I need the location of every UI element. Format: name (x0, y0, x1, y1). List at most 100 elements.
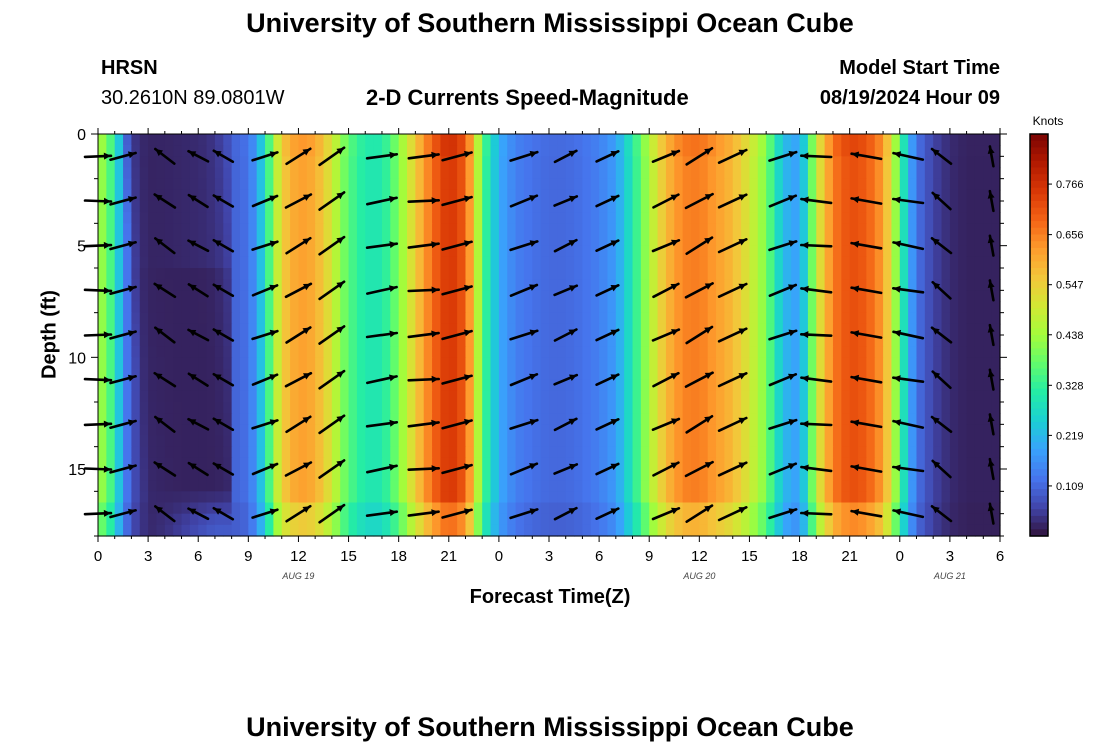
heatmap-cell (849, 390, 859, 403)
heatmap-cell (632, 234, 642, 247)
heatmap-cell (398, 256, 408, 269)
heatmap-cell (574, 435, 584, 448)
heatmap-cell (883, 435, 893, 448)
heatmap-cell (590, 480, 600, 492)
heatmap-cell (657, 424, 667, 437)
heatmap-cell (223, 435, 233, 448)
heatmap-cell (465, 390, 475, 403)
heatmap-cell (632, 290, 642, 303)
heatmap-cell (423, 424, 433, 437)
heatmap-cell (632, 279, 642, 291)
heatmap-cell (231, 156, 241, 169)
heatmap-cell (256, 145, 266, 157)
heatmap-cell (557, 335, 567, 347)
current-arrow (509, 240, 539, 252)
heatmap-cell (189, 424, 199, 437)
heatmap-cell (983, 201, 993, 213)
heatmap-cell (507, 178, 517, 191)
heatmap-cell (164, 178, 174, 191)
heatmap-cell (139, 145, 149, 157)
heatmap-cell (515, 323, 525, 336)
heatmap-cell (248, 402, 258, 414)
heatmap-cell (490, 301, 500, 314)
heatmap-cell (690, 413, 700, 425)
heatmap-cell (248, 424, 258, 437)
current-arrow (318, 369, 346, 390)
heatmap-cell (974, 167, 984, 180)
heatmap-cell (515, 223, 525, 236)
heatmap-cell (916, 156, 926, 169)
heatmap-cell (532, 201, 542, 213)
heatmap-cell (256, 413, 266, 425)
heatmap-cell (189, 245, 199, 258)
heatmap-cell (98, 457, 107, 470)
heatmap-cell (448, 145, 458, 157)
heatmap-cell (448, 178, 458, 191)
arrow-head (464, 284, 472, 292)
heatmap-cell (189, 379, 199, 392)
heatmap-cell (824, 513, 834, 526)
heatmap-cell (465, 234, 475, 247)
heatmap-cell (457, 402, 467, 414)
heatmap-cell (949, 312, 959, 325)
heatmap-cell (340, 446, 350, 459)
heatmap-cell (941, 290, 951, 303)
heatmap-cell (239, 413, 249, 425)
heatmap-cell (415, 413, 425, 425)
heatmap-cell (599, 245, 609, 258)
heatmap-cell (607, 402, 617, 414)
heatmap-cell (298, 491, 308, 504)
heatmap-cell (849, 301, 859, 314)
heatmap-cell (365, 201, 375, 213)
heatmap-cell (557, 301, 567, 314)
heatmap-cell (816, 402, 826, 414)
heatmap-cell (966, 290, 976, 303)
heatmap-cell (749, 379, 759, 392)
heatmap-cell (356, 379, 366, 392)
heatmap-cell (114, 245, 124, 258)
heatmap-cell (248, 256, 258, 269)
heatmap-cell (557, 368, 567, 381)
heatmap-cell (991, 390, 1001, 403)
heatmap-cell (991, 424, 1001, 437)
heatmap-cell (832, 223, 842, 236)
x-tick-label: 12 (290, 548, 307, 565)
heatmap-cell (949, 234, 959, 247)
heatmap-cell (189, 223, 199, 236)
heatmap-cell (866, 368, 876, 381)
heatmap-cell (782, 279, 792, 291)
heatmap-cell (874, 201, 884, 213)
heatmap-cell (540, 513, 550, 526)
heatmap-cell (757, 223, 767, 236)
heatmap-cell (924, 167, 934, 180)
heatmap-cell (448, 379, 458, 392)
heatmap-cell (348, 223, 358, 236)
heatmap-cell (749, 335, 759, 347)
heatmap-cell (716, 480, 725, 492)
heatmap-cell (899, 469, 909, 481)
heatmap-cell (473, 491, 483, 504)
heatmap-cell (699, 234, 709, 247)
heatmap-cell (148, 379, 158, 392)
heatmap-cell (114, 524, 124, 537)
colorbar-tick-label: 0.219 (1056, 430, 1084, 442)
heatmap-cell (432, 346, 442, 358)
heatmap-cell (832, 390, 842, 403)
heatmap-cell (782, 502, 792, 515)
heatmap-cell (348, 201, 358, 213)
heatmap-cell (632, 212, 642, 224)
heatmap-cell (590, 156, 600, 169)
heatmap-cell (331, 524, 341, 537)
heatmap-cell (98, 357, 107, 370)
heatmap-cell (181, 346, 191, 358)
heatmap-cell (407, 212, 416, 224)
heatmap-cell (98, 301, 107, 314)
heatmap-cell (356, 189, 366, 202)
heatmap-cell (924, 424, 934, 437)
arrow-head (569, 463, 577, 471)
heatmap-cell (607, 279, 617, 291)
heatmap-cell (858, 469, 867, 481)
current-arrow (109, 374, 137, 385)
heatmap-cell (941, 446, 951, 459)
heatmap-cell (173, 480, 183, 492)
